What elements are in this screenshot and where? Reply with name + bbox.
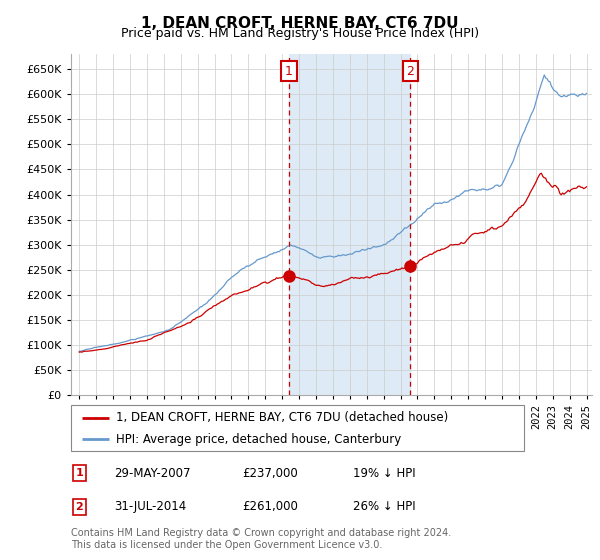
Text: 1: 1 xyxy=(76,468,83,478)
Bar xyxy=(289,54,410,395)
Text: 2: 2 xyxy=(76,502,83,512)
Text: Price paid vs. HM Land Registry's House Price Index (HPI): Price paid vs. HM Land Registry's House … xyxy=(121,27,479,40)
Text: 1, DEAN CROFT, HERNE BAY, CT6 7DU (detached house): 1, DEAN CROFT, HERNE BAY, CT6 7DU (detac… xyxy=(116,411,448,424)
Text: £237,000: £237,000 xyxy=(242,466,298,480)
Text: 2: 2 xyxy=(406,64,414,77)
Text: Contains HM Land Registry data © Crown copyright and database right 2024.
This d: Contains HM Land Registry data © Crown c… xyxy=(71,528,451,550)
Text: 1: 1 xyxy=(285,64,293,77)
Text: 19% ↓ HPI: 19% ↓ HPI xyxy=(353,466,415,480)
Text: 31-JUL-2014: 31-JUL-2014 xyxy=(114,500,186,514)
Text: HPI: Average price, detached house, Canterbury: HPI: Average price, detached house, Cant… xyxy=(116,433,401,446)
Text: 26% ↓ HPI: 26% ↓ HPI xyxy=(353,500,415,514)
FancyBboxPatch shape xyxy=(71,405,524,451)
Text: 29-MAY-2007: 29-MAY-2007 xyxy=(114,466,191,480)
Text: £261,000: £261,000 xyxy=(242,500,298,514)
Text: 1, DEAN CROFT, HERNE BAY, CT6 7DU: 1, DEAN CROFT, HERNE BAY, CT6 7DU xyxy=(141,16,459,31)
